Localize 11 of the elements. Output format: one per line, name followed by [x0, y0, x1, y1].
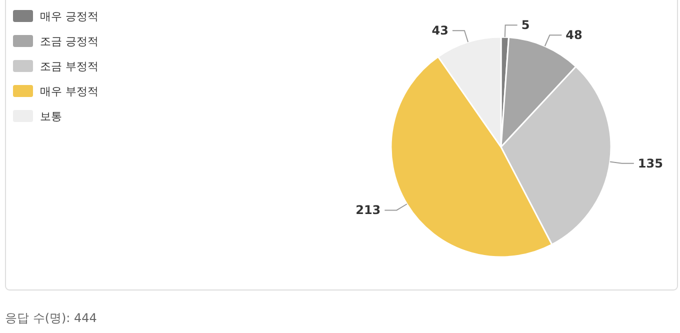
- text: 응답 수(명): 444: [5, 311, 97, 325]
- legend-label: 보통: [40, 110, 62, 123]
- data-label: 43: [432, 24, 448, 38]
- data-label: 48: [566, 28, 582, 42]
- legend-label: 매우 긍정적: [40, 10, 98, 23]
- data-label: 5: [521, 18, 530, 32]
- legend-label: 조금 부정적: [40, 60, 98, 73]
- data-label: 135: [638, 156, 663, 170]
- legend-label: 조금 긍정적: [40, 35, 98, 48]
- data-label: 213: [356, 203, 381, 218]
- legend-label: 매우 부정적: [40, 85, 98, 98]
